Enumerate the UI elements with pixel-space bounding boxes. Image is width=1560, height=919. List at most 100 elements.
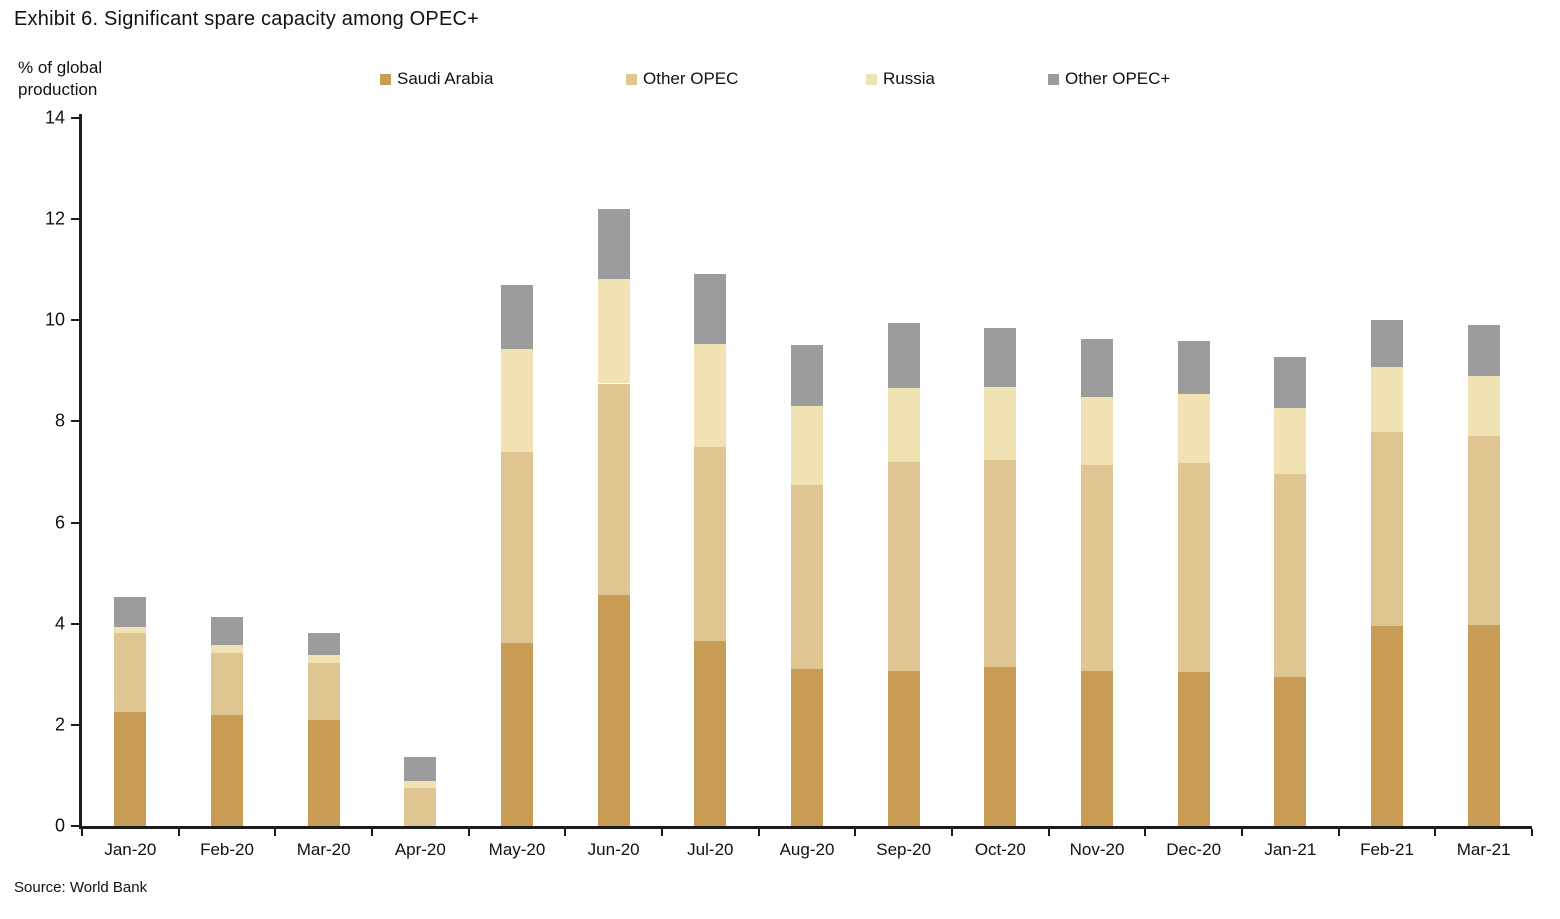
bar-segment-russia xyxy=(887,387,920,463)
y-tick-label: 10 xyxy=(44,309,65,330)
bar-segment-other-opec xyxy=(1371,431,1403,626)
legend-item-russia: Russia xyxy=(866,68,935,90)
x-axis-category-label: Mar-21 xyxy=(1456,840,1511,859)
y-tick xyxy=(71,420,79,423)
y-tick xyxy=(71,723,79,726)
bar-segment-russia xyxy=(1467,375,1500,437)
bar-segment-other-opec xyxy=(307,662,340,720)
y-tick xyxy=(71,825,79,827)
bar-segment-other-opec- xyxy=(211,617,243,645)
bar-segment-other-opec- xyxy=(501,284,533,350)
x-axis-category-label: Mar-20 xyxy=(296,840,351,859)
bar-segment-other-opec- xyxy=(1371,320,1403,367)
y-tick-label: 6 xyxy=(54,512,65,533)
y-tick xyxy=(71,218,79,221)
bar-segment-other-opec- xyxy=(597,209,630,280)
bar-segment-saudi-arabia xyxy=(984,667,1017,826)
y-tick xyxy=(71,521,79,524)
bar-segment-other-opec- xyxy=(984,328,1017,388)
bar-segment-russia xyxy=(1177,394,1210,464)
bar-segment-saudi-arabia xyxy=(791,669,823,826)
x-tick xyxy=(177,829,180,836)
bar-segment-other-opec- xyxy=(1467,324,1500,376)
bar-segment-other-opec xyxy=(694,446,727,641)
bar-segment-other-opec- xyxy=(1274,356,1307,409)
bar-segment-saudi-arabia xyxy=(1274,677,1307,826)
bar-segment-other-opec xyxy=(887,462,920,671)
x-tick xyxy=(467,829,470,836)
bar-segment-saudi-arabia xyxy=(597,594,630,826)
x-axis-category-label: Jul-20 xyxy=(687,840,734,859)
legend-label: Russia xyxy=(883,69,935,88)
bar-segment-other-opec xyxy=(1081,464,1113,672)
legend-swatch-icon xyxy=(866,73,877,85)
bar-segment-saudi-arabia xyxy=(501,642,533,826)
x-axis-category-label: Aug-20 xyxy=(779,840,835,859)
legend-swatch-icon xyxy=(626,73,637,85)
x-axis-category-label: Jan-20 xyxy=(104,840,157,859)
bar-segment-other-opec- xyxy=(887,323,920,388)
bar-segment-other-opec xyxy=(211,653,243,715)
x-tick xyxy=(1531,829,1533,836)
bar-segment-russia xyxy=(1081,396,1113,465)
bar-segment-russia xyxy=(404,781,437,789)
x-axis-line xyxy=(79,826,1532,829)
bar-segment-saudi-arabia xyxy=(887,670,920,826)
legend-swatch-icon xyxy=(1048,73,1059,85)
bar-segment-russia xyxy=(694,343,727,447)
x-axis-category-label: Jan-21 xyxy=(1264,840,1317,859)
x-axis-category-label: Sep-20 xyxy=(876,840,932,859)
x-tick xyxy=(1144,829,1147,836)
bar-segment-russia xyxy=(211,644,243,654)
bar-segment-other-opec xyxy=(501,451,533,643)
bar-segment-saudi-arabia xyxy=(1177,671,1210,826)
bar-segment-other-opec xyxy=(1177,463,1210,672)
legend-swatch-icon xyxy=(380,73,391,85)
legend-label: Saudi Arabia xyxy=(397,69,494,88)
legend-label: Other OPEC+ xyxy=(1065,69,1171,88)
x-tick xyxy=(274,829,277,836)
x-tick xyxy=(757,829,760,836)
x-tick xyxy=(951,829,953,836)
bar-segment-other-opec xyxy=(984,460,1017,668)
y-axis-line xyxy=(79,114,82,829)
legend-label: Other OPEC xyxy=(643,69,739,88)
x-tick xyxy=(1337,829,1340,836)
x-axis-category-label: Jun-20 xyxy=(587,840,640,859)
x-tick xyxy=(661,829,663,836)
x-tick xyxy=(1434,829,1437,836)
y-tick-label: 8 xyxy=(54,410,65,431)
legend-item-other-opec: Other OPEC xyxy=(626,68,738,90)
x-tick xyxy=(81,829,83,836)
bar-segment-other-opec- xyxy=(307,632,340,656)
bar-segment-other-opec xyxy=(1467,436,1500,625)
bar-segment-saudi-arabia xyxy=(211,714,243,826)
y-tick-label: 14 xyxy=(44,107,65,128)
x-tick xyxy=(1047,829,1050,836)
x-tick xyxy=(564,829,567,836)
x-axis-category-label: Apr-20 xyxy=(394,840,446,859)
legend: Saudi Arabia Other OPEC Russia Other OPE… xyxy=(0,68,1560,92)
bar-segment-saudi-arabia xyxy=(694,640,727,826)
bar-segment-russia xyxy=(984,387,1017,461)
x-axis-category-label: Feb-21 xyxy=(1360,840,1414,859)
bar-segment-russia xyxy=(1371,366,1403,432)
bar-segment-saudi-arabia xyxy=(1371,625,1403,826)
bar-segment-saudi-arabia xyxy=(1081,671,1113,826)
bar-segment-other-opec- xyxy=(1177,340,1210,395)
y-tick-label: 12 xyxy=(44,208,65,229)
y-axis-title: % of global production xyxy=(18,58,103,100)
bar-segment-other-opec- xyxy=(404,756,437,782)
bar-segment-other-opec- xyxy=(1081,338,1113,397)
bar-segment-other-opec xyxy=(404,788,437,826)
bar-segment-other-opec xyxy=(114,632,147,713)
chart-title: Exhibit 6. Significant spare capacity am… xyxy=(14,8,480,30)
bar-segment-other-opec- xyxy=(694,273,727,344)
bar-segment-other-opec xyxy=(597,383,630,595)
bar-segment-other-opec xyxy=(791,485,823,670)
legend-item-other-opec-plus: Other OPEC+ xyxy=(1048,68,1170,90)
x-axis-category-label: Feb-20 xyxy=(200,840,254,859)
bar-segment-russia xyxy=(597,279,630,384)
bar-segment-other-opec xyxy=(1274,473,1307,678)
